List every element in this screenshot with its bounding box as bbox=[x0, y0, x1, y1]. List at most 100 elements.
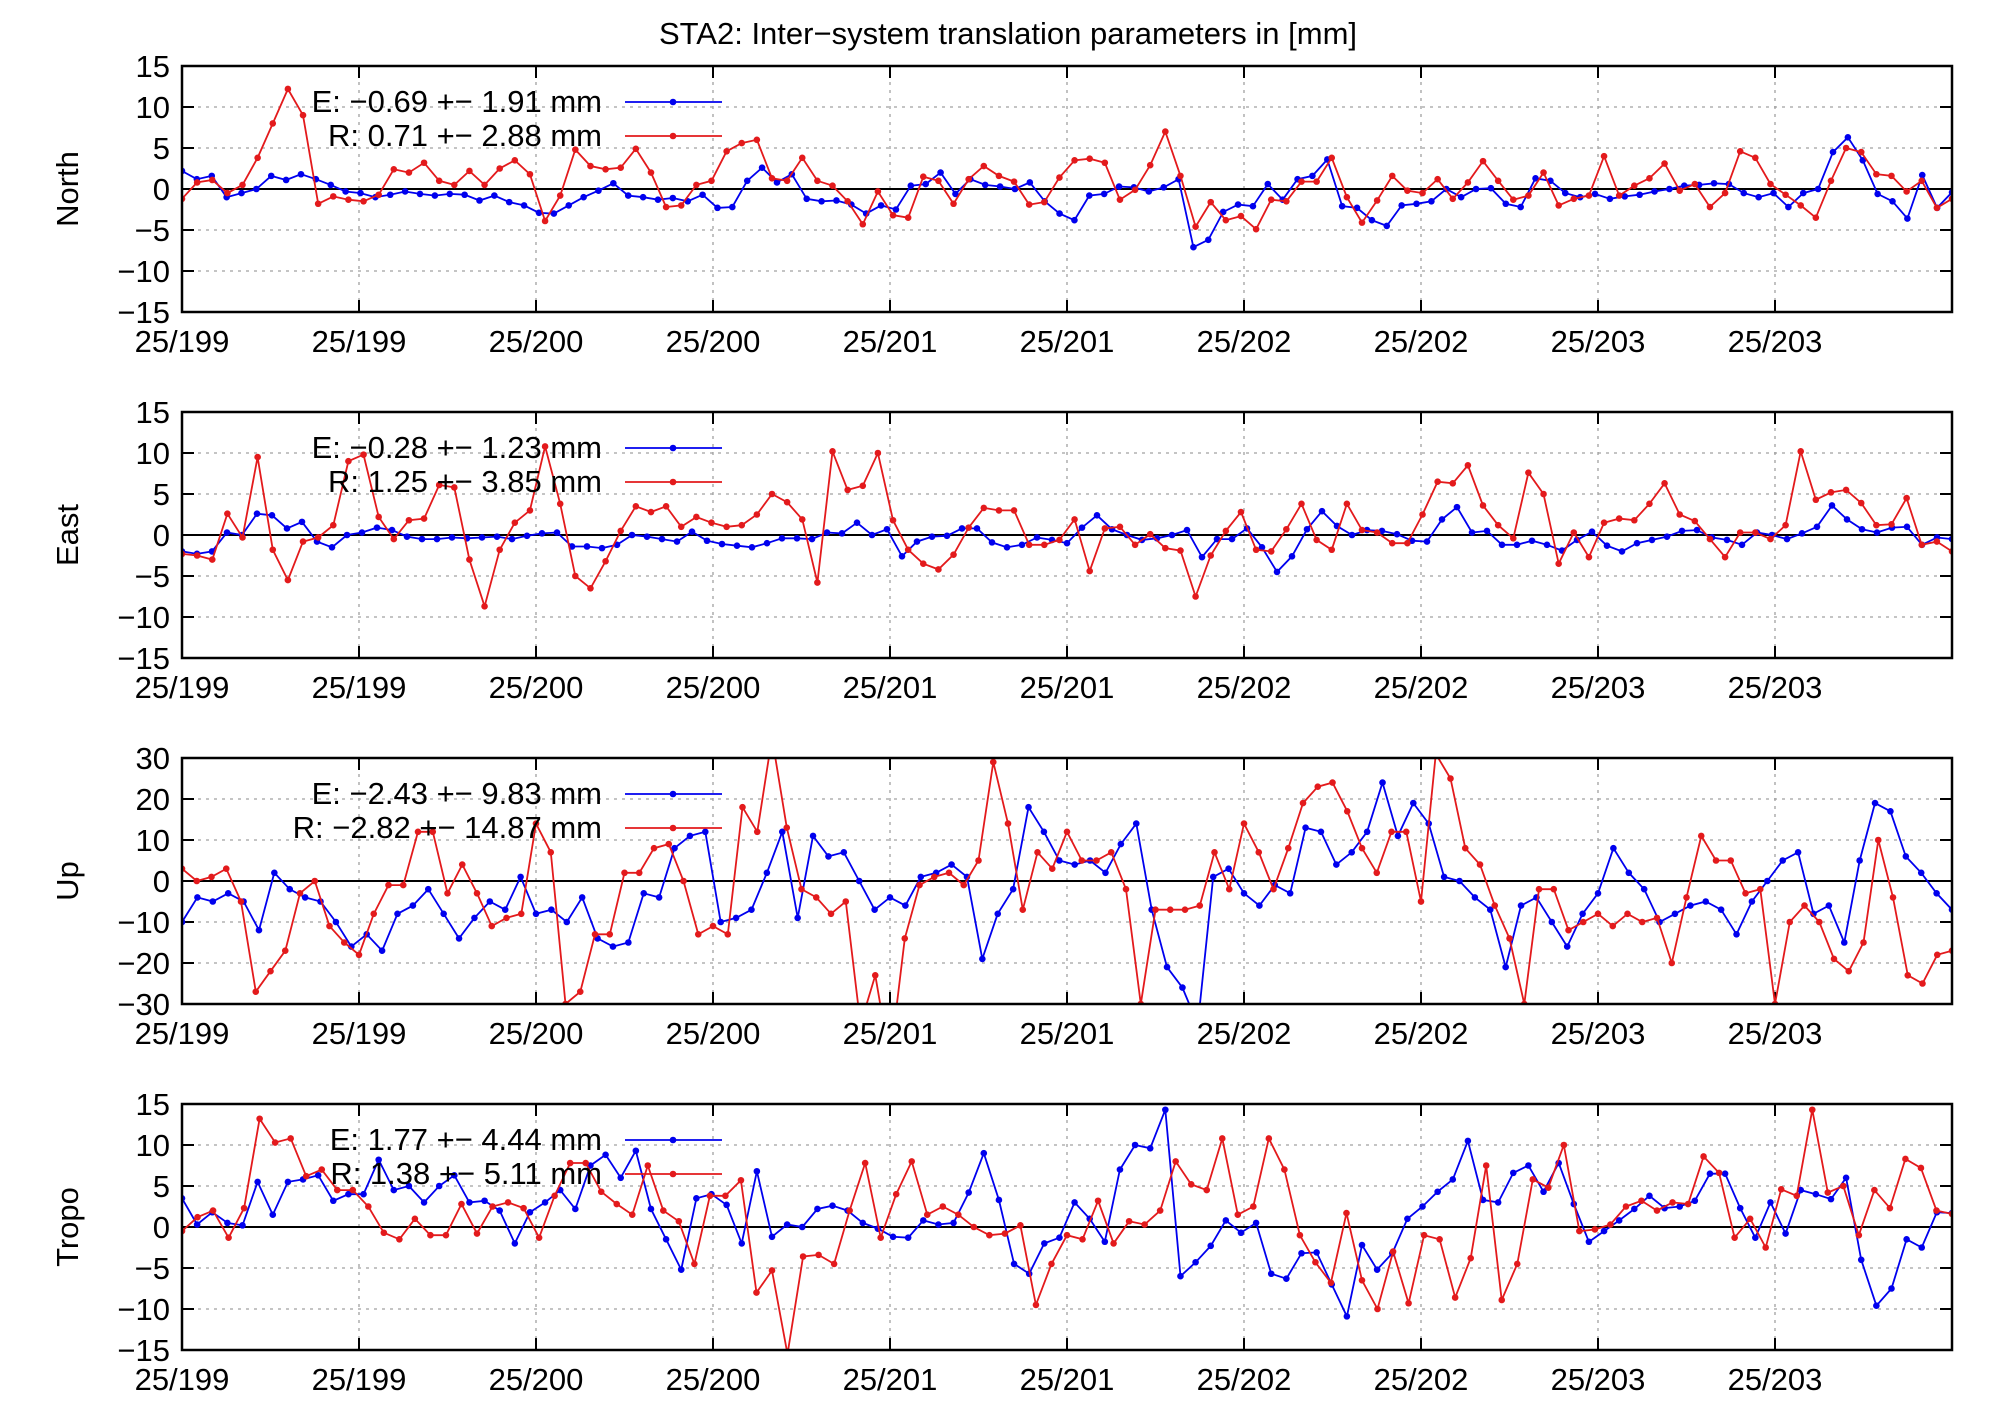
data-point-R bbox=[1933, 538, 1941, 545]
data-point-R bbox=[1712, 857, 1720, 864]
data-point-R bbox=[1298, 178, 1305, 185]
legend-marker-R bbox=[669, 132, 677, 140]
data-point-E bbox=[917, 873, 925, 881]
data-point-E bbox=[1093, 512, 1101, 519]
data-point-E bbox=[1812, 1190, 1820, 1198]
x-tick-label: 25/203 bbox=[1728, 1016, 1823, 1051]
data-point-E bbox=[1827, 1195, 1835, 1203]
data-point-E bbox=[254, 1178, 261, 1186]
x-tick-label: 25/200 bbox=[666, 1362, 761, 1397]
data-point-E bbox=[1671, 910, 1679, 918]
data-point-R bbox=[1560, 1141, 1568, 1149]
data-point-R bbox=[1101, 525, 1109, 532]
data-point-E bbox=[403, 533, 411, 540]
x-tick-label: 25/203 bbox=[1728, 1362, 1823, 1397]
data-point-R bbox=[1449, 195, 1457, 203]
panel-east: −15 −10 −5 0 5 10 15 25/199 25/199 25/200 25/200 25… bbox=[50, 395, 1954, 705]
data-point-R bbox=[923, 1211, 931, 1218]
data-point-E bbox=[1313, 1249, 1320, 1256]
data-point-E bbox=[401, 188, 409, 195]
data-point-E bbox=[1517, 902, 1525, 909]
data-point-E bbox=[1219, 208, 1227, 216]
data-point-R bbox=[1933, 1207, 1940, 1214]
data-point-R bbox=[738, 139, 746, 147]
data-point-E bbox=[1453, 503, 1461, 511]
data-point-E bbox=[1502, 963, 1509, 971]
data-point-R bbox=[1187, 1181, 1195, 1188]
data-point-R bbox=[1079, 1236, 1086, 1243]
y-tick-label: 5 bbox=[153, 1169, 170, 1204]
data-point-R bbox=[1041, 541, 1048, 549]
data-point-R bbox=[1886, 1204, 1894, 1212]
data-point-E bbox=[995, 1196, 1003, 1204]
data-point-R bbox=[267, 967, 274, 975]
data-point-E bbox=[327, 181, 335, 189]
data-point-R bbox=[799, 1253, 807, 1260]
data-point-R bbox=[621, 869, 628, 877]
data-point-E bbox=[1298, 1249, 1305, 1257]
data-point-E bbox=[928, 533, 936, 540]
data-point-E bbox=[1676, 1203, 1683, 1210]
data-point-R bbox=[587, 162, 594, 170]
data-point-R bbox=[1404, 187, 1411, 194]
data-point-E bbox=[1358, 1241, 1366, 1249]
data-point-E bbox=[1588, 528, 1596, 536]
data-point-E bbox=[1873, 1302, 1880, 1310]
data-point-E bbox=[1258, 544, 1266, 551]
data-point-E bbox=[1183, 526, 1191, 534]
data-point-E bbox=[1146, 1144, 1154, 1152]
data-point-E bbox=[1483, 527, 1491, 535]
data-point-R bbox=[1555, 560, 1562, 567]
data-point-R bbox=[1358, 219, 1366, 226]
data-point-E bbox=[388, 526, 396, 534]
data-point-R bbox=[1447, 775, 1454, 782]
data-point-E bbox=[948, 861, 955, 868]
data-point-E bbox=[1373, 1266, 1381, 1273]
data-point-E bbox=[194, 894, 201, 901]
data-point-R bbox=[1676, 187, 1683, 194]
data-point-E bbox=[520, 202, 528, 209]
data-point-E bbox=[1486, 906, 1494, 913]
data-point-E bbox=[1498, 541, 1506, 549]
y-tick-label: −10 bbox=[117, 905, 170, 940]
data-point-E bbox=[655, 894, 663, 901]
data-point-R bbox=[887, 1058, 894, 1065]
data-point-R bbox=[1638, 1197, 1645, 1205]
data-point-R bbox=[1388, 539, 1396, 547]
y-tick-label: 0 bbox=[153, 1210, 170, 1245]
data-point-R bbox=[375, 513, 382, 521]
legend-marker-R bbox=[669, 1170, 677, 1178]
data-point-R bbox=[877, 1234, 884, 1241]
plot-frame bbox=[180, 756, 1954, 1006]
data-point-E bbox=[1579, 910, 1586, 918]
data-point-E bbox=[1902, 853, 1910, 860]
data-point-R bbox=[1358, 526, 1366, 534]
data-point-E bbox=[461, 191, 468, 199]
data-point-E bbox=[1252, 1219, 1260, 1227]
data-point-R bbox=[739, 803, 746, 811]
data-point-E bbox=[1903, 523, 1911, 531]
x-tick-label: 25/203 bbox=[1551, 1016, 1646, 1051]
data-point-R bbox=[1529, 1176, 1537, 1183]
data-point-E bbox=[517, 873, 524, 881]
data-point-R bbox=[1284, 844, 1292, 852]
data-point-E bbox=[1177, 1272, 1184, 1280]
data-point-E bbox=[1131, 1141, 1139, 1149]
data-point-R bbox=[1373, 197, 1381, 204]
data-point-R bbox=[1207, 198, 1215, 206]
data-point-E bbox=[431, 192, 439, 199]
data-point-R bbox=[1622, 1203, 1630, 1210]
data-point-R bbox=[1420, 1231, 1428, 1239]
x-tick-label: 25/199 bbox=[312, 670, 407, 705]
data-point-E bbox=[1767, 1199, 1774, 1206]
data-point-R bbox=[517, 910, 525, 918]
legend-label-E: E: −0.28 +− 1.23 mm bbox=[312, 430, 602, 465]
data-point-R bbox=[1093, 857, 1100, 864]
data-point-R bbox=[1812, 496, 1820, 504]
data-point-R bbox=[660, 1207, 667, 1214]
data-point-E bbox=[1033, 534, 1041, 541]
data-point-R bbox=[556, 192, 564, 199]
data-point-R bbox=[1419, 511, 1426, 518]
data-point-R bbox=[587, 585, 594, 592]
data-point-R bbox=[1449, 480, 1457, 487]
